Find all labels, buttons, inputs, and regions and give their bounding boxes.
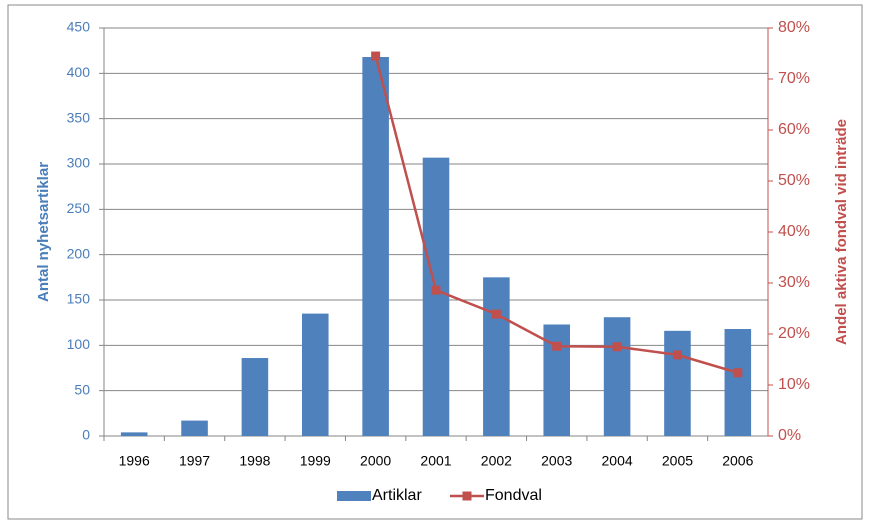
y-tick-label: 350 <box>67 109 91 125</box>
y-tick-label: 400 <box>67 64 91 80</box>
bar <box>422 157 450 437</box>
y-axis-label: Antal nyhetsartiklar <box>35 162 52 302</box>
line-marker <box>612 342 622 352</box>
y-tick-label: 250 <box>67 200 91 216</box>
bar <box>301 313 329 436</box>
line-marker <box>371 51 381 61</box>
y-tick-label: 100 <box>67 336 91 352</box>
y-tick-label: 0 <box>82 427 90 443</box>
bar <box>362 57 389 436</box>
y2-tick-label: 40% <box>778 223 810 240</box>
bar <box>724 329 752 436</box>
x-tick-label: 2002 <box>481 453 512 469</box>
x-tick-label: 2001 <box>420 453 451 469</box>
bar <box>241 358 269 436</box>
y2-tick-label: 60% <box>778 121 810 138</box>
bar <box>181 420 208 436</box>
x-tick-label: 2006 <box>722 453 753 469</box>
bar <box>120 432 148 436</box>
bar <box>603 317 631 436</box>
x-tick-label: 2004 <box>602 453 633 469</box>
legend-swatch <box>337 491 371 501</box>
y2-axis-label: Andel aktiva fondval vid inträde <box>833 119 850 345</box>
x-tick-label: 2005 <box>662 453 693 469</box>
legend-swatch <box>462 491 472 501</box>
x-tick-label: 1998 <box>239 453 270 469</box>
y-tick-label: 450 <box>67 19 91 35</box>
line-marker <box>733 368 743 378</box>
line-marker <box>552 341 562 351</box>
y-tick-label: 150 <box>67 291 91 307</box>
y-tick-label: 300 <box>67 155 91 171</box>
y-tick-label: 200 <box>67 245 91 261</box>
x-tick-label: 1999 <box>300 453 331 469</box>
y2-tick-label: 10% <box>778 376 810 393</box>
line-marker <box>672 350 682 360</box>
bar <box>483 277 510 436</box>
legend-label: Artiklar <box>372 487 422 504</box>
y2-tick-label: 30% <box>778 274 810 291</box>
y2-tick-label: 80% <box>778 19 810 36</box>
bar <box>664 330 691 436</box>
y2-tick-label: 70% <box>778 70 810 87</box>
legend-label: Fondval <box>485 487 542 504</box>
y2-tick-label: 20% <box>778 325 810 342</box>
x-tick-label: 1996 <box>119 453 150 469</box>
y2-tick-label: 50% <box>778 172 810 189</box>
y2-tick-label: 0% <box>778 427 801 444</box>
y-tick-label: 50 <box>74 381 90 397</box>
x-tick-label: 2000 <box>360 453 391 469</box>
x-tick-label: 1997 <box>179 453 210 469</box>
line-marker <box>431 285 441 295</box>
x-tick-label: 2003 <box>541 453 572 469</box>
line-marker <box>491 309 501 319</box>
